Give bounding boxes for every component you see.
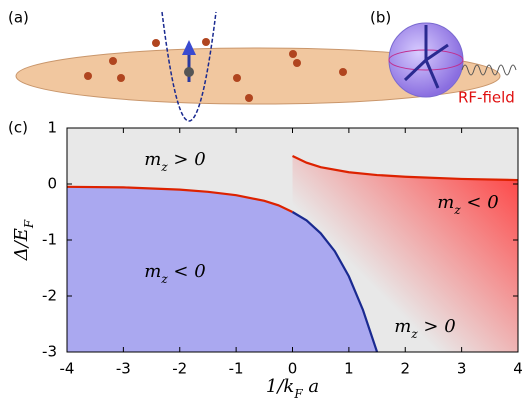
y-tick-label: -3 — [42, 343, 57, 361]
panel-label: (c) — [8, 119, 28, 137]
x-tick-label: 0 — [288, 360, 298, 378]
panel-label: (a) — [8, 9, 29, 27]
figure: (a) (b) (c) RF-field -4-3-2-10123410-1-2… — [0, 0, 530, 402]
x-tick-label: 1 — [344, 360, 354, 378]
region-label: mz > 0 — [144, 149, 205, 174]
x-tick-label: 4 — [513, 360, 523, 378]
x-tick-label: -4 — [60, 360, 75, 378]
y-tick-label: 0 — [47, 175, 57, 193]
x-tick-label: -1 — [229, 360, 244, 378]
rf-label: RF-field — [458, 89, 515, 107]
panel-label: (b) — [370, 9, 391, 27]
x-tick-label: -3 — [116, 360, 131, 378]
x-axis-label: 1/kF a — [266, 376, 319, 401]
y-tick-label: -2 — [42, 287, 57, 305]
x-tick-label: -2 — [172, 360, 187, 378]
region-label: mz > 0 — [394, 316, 455, 341]
bloch-sphere — [389, 23, 463, 97]
region-label: mz < 0 — [437, 192, 498, 217]
x-tick-label: 2 — [400, 360, 410, 378]
region-label: mz < 0 — [144, 261, 205, 286]
y-tick-label: 1 — [47, 119, 57, 137]
y-axis-label: Δ/EF — [11, 219, 36, 261]
x-tick-label: 3 — [457, 360, 467, 378]
y-tick-label: -1 — [42, 231, 57, 249]
